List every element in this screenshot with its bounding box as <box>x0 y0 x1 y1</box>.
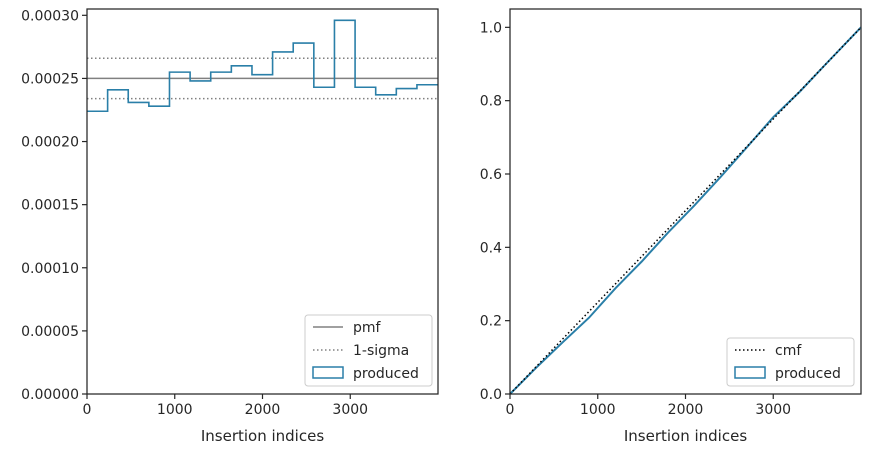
x-tick-label: 3000 <box>755 402 791 418</box>
y-tick-label: 0.0 <box>480 387 502 403</box>
right-legend-box <box>726 337 855 387</box>
y-tick-label: 0.00025 <box>21 71 79 87</box>
left-legend: pmf 1-sigma produced <box>304 314 433 387</box>
y-tick-label: 0.2 <box>480 314 502 330</box>
legend-produced-patch <box>312 366 344 379</box>
left-axes-frame <box>86 8 439 395</box>
right-y-axis-ticks: 0.0 0.2 0.4 0.6 0.8 1.0 <box>480 20 510 403</box>
x-tick-label: 0 <box>506 402 515 418</box>
legend-pmf-label: pmf <box>353 320 382 336</box>
left-plot-area <box>87 19 438 113</box>
right-plot-area <box>509 26 862 395</box>
y-tick-label: 0.00020 <box>21 135 79 151</box>
right-x-axis-label: Insertion indices <box>624 427 747 445</box>
y-tick-label: 0.00005 <box>21 324 79 340</box>
x-tick-label: 2000 <box>668 402 704 418</box>
x-tick-label: 2000 <box>245 402 281 418</box>
left-chart: 0.00000 0.00005 0.00010 0.00015 0.00020 0.000… <box>21 8 439 445</box>
x-tick-label: 3000 <box>332 402 368 418</box>
x-tick-label: 1000 <box>580 402 616 418</box>
x-tick-label: 0 <box>83 402 92 418</box>
y-tick-label: 0.6 <box>480 167 502 183</box>
y-tick-label: 0.4 <box>480 240 502 256</box>
cmf-line <box>509 26 862 395</box>
y-tick-label: 0.00015 <box>21 198 79 214</box>
left-x-axis-ticks: 0 1000 2000 3000 <box>83 394 368 418</box>
legend-produced-label: produced <box>353 366 419 382</box>
y-tick-label: 0.00000 <box>21 387 79 403</box>
legend-1-sigma-label: 1-sigma <box>353 343 409 359</box>
produced-step <box>87 19 438 113</box>
legend-cmf-label: cmf <box>775 343 802 359</box>
y-tick-label: 0.00030 <box>21 8 79 24</box>
left-y-axis-ticks: 0.00000 0.00005 0.00010 0.00015 0.00020 0.000… <box>21 8 87 403</box>
left-legend-box <box>304 314 433 387</box>
x-tick-label: 1000 <box>157 402 193 418</box>
left-x-axis-label: Insertion indices <box>201 427 324 445</box>
y-tick-label: 0.00010 <box>21 261 79 277</box>
y-tick-label: 1.0 <box>480 20 502 36</box>
right-chart: 0.0 0.2 0.4 0.6 0.8 1.0 0 1000 2000 3000 Inserti… <box>480 8 862 445</box>
legend-produced-patch <box>734 366 766 379</box>
right-axes-frame <box>509 8 862 395</box>
right-x-axis-ticks: 0 1000 2000 3000 <box>506 394 791 418</box>
right-legend: cmf produced <box>726 337 855 387</box>
y-tick-label: 0.8 <box>480 94 502 110</box>
legend-produced-label: produced <box>775 366 841 382</box>
